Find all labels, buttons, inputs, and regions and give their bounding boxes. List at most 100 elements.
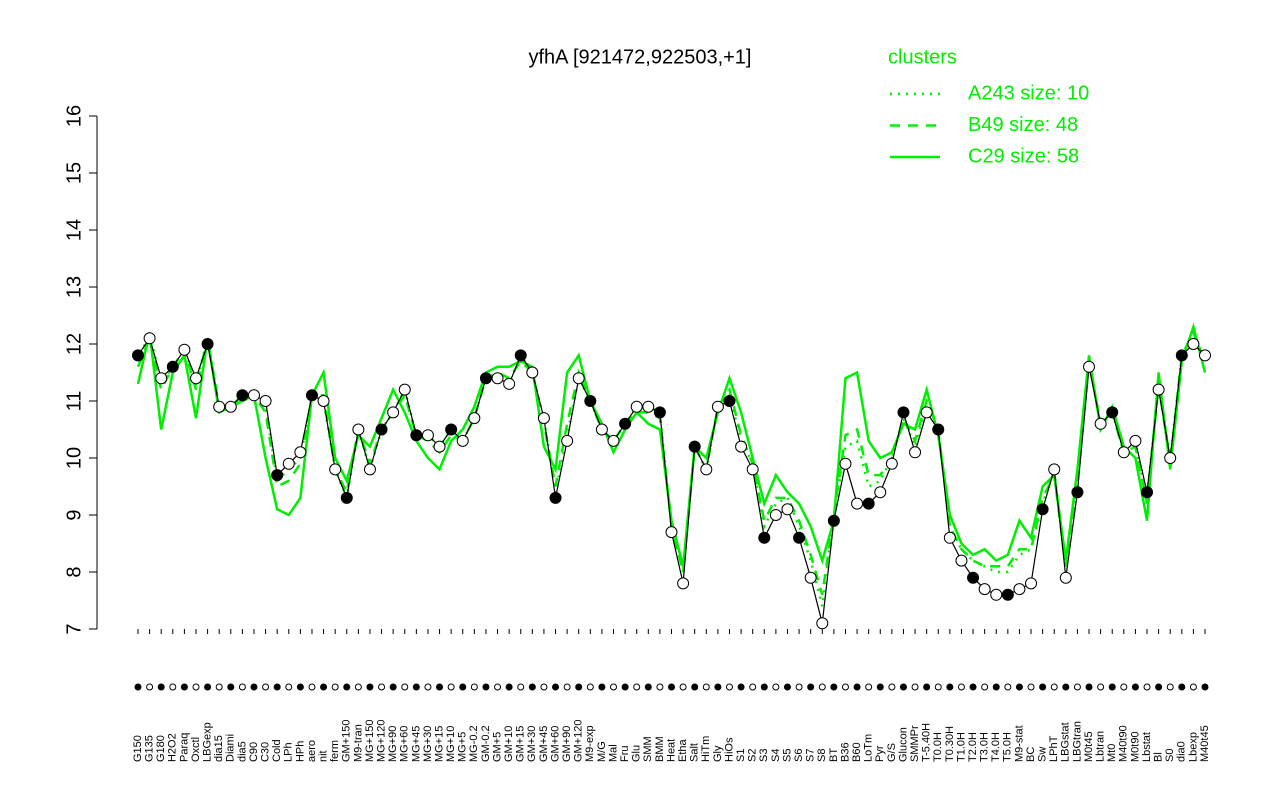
sample-dot <box>1015 683 1023 691</box>
sample-dot <box>517 683 525 691</box>
sample-dot <box>459 683 467 691</box>
x-tick-label: G135 <box>144 735 156 762</box>
sample-dot <box>1027 683 1035 691</box>
point <box>920 406 933 419</box>
legend-label: C29 size: 58 <box>968 145 1079 167</box>
x-tick-label: M9-stat <box>1013 725 1025 762</box>
x-tick-label: dia15 <box>213 735 225 762</box>
sample-dot <box>679 683 687 691</box>
y-tick-label: 15 <box>63 162 85 184</box>
sample-dot <box>934 683 942 691</box>
sample-dot <box>296 683 304 691</box>
point <box>224 400 237 413</box>
sample-dot <box>343 683 351 691</box>
point <box>282 457 295 470</box>
cluster-line <box>136 328 1207 607</box>
point <box>1048 463 1061 476</box>
sample-dot <box>157 683 165 691</box>
x-tick-label: M40t45 <box>1199 725 1211 762</box>
point <box>804 571 817 584</box>
x-tick-label: LPh <box>283 742 295 762</box>
x-tick-label: HiOs <box>723 737 735 762</box>
sample-dot <box>470 683 478 691</box>
sample-dot <box>1155 683 1163 691</box>
sample-dot <box>668 683 675 691</box>
x-tick-label: GM+10 <box>503 726 515 762</box>
sample-dot <box>737 683 745 691</box>
x-tick-label: GM+150 <box>341 720 353 763</box>
point <box>1129 434 1142 447</box>
sample-dot <box>830 683 838 691</box>
x-tick-label: Mt0 <box>1106 744 1118 762</box>
x-tick-label: MG+45 <box>410 726 422 762</box>
point <box>630 400 643 413</box>
sample-dot <box>992 683 1000 691</box>
sample-dot <box>749 683 757 691</box>
sample-dot <box>378 683 386 691</box>
sample-dot <box>227 683 235 691</box>
point <box>1117 446 1130 459</box>
sample-dot <box>354 683 362 691</box>
point <box>967 571 980 584</box>
x-tick-label: LBGtran <box>1071 721 1083 762</box>
sample-dot <box>957 683 965 691</box>
x-tick-label: Bl <box>1153 752 1165 762</box>
sample-dot <box>586 683 594 691</box>
point <box>201 338 214 350</box>
point <box>155 372 168 385</box>
sample-dot <box>818 683 826 691</box>
point <box>421 429 434 442</box>
sample-dot <box>331 683 339 691</box>
sample-dot <box>552 683 560 691</box>
point <box>398 383 411 396</box>
point <box>143 332 156 345</box>
x-tick-label: S0 <box>1164 749 1176 762</box>
sample-dot <box>366 683 374 691</box>
point <box>885 457 898 470</box>
x-tick-label: C90 <box>248 742 260 762</box>
sample-dot <box>146 683 154 691</box>
x-tick-label: dia0 <box>1176 741 1188 762</box>
sample-dot <box>447 683 455 691</box>
sample-dot <box>633 683 641 691</box>
x-tick-label: S7 <box>805 749 817 762</box>
x-tick-label: MG+90 <box>387 726 399 762</box>
x-tick-label: HiTm <box>700 736 712 762</box>
y-tick-label: 7 <box>63 623 85 634</box>
point <box>1187 338 1200 350</box>
x-tick-label: M9-exp <box>584 725 596 762</box>
point <box>549 491 562 504</box>
point <box>433 440 446 453</box>
sample-dot <box>1201 683 1209 691</box>
x-tick-label: Lbtran <box>1095 731 1107 762</box>
sample-dot <box>204 683 212 691</box>
x-tick-label: M9-tran <box>352 724 364 762</box>
sample-dot <box>783 683 791 691</box>
x-tick-label: G150 <box>132 735 144 762</box>
x-tick-label: S8 <box>816 749 828 762</box>
y-tick-label: 10 <box>63 447 85 469</box>
y-tick-label: 11 <box>63 391 85 412</box>
x-tick-label: LPhT <box>1048 735 1060 762</box>
point <box>491 372 504 385</box>
x-tick-label: SMM <box>642 736 654 762</box>
x-tick-label: G180 <box>155 735 167 762</box>
point <box>665 526 678 539</box>
point <box>375 423 388 436</box>
sample-dot <box>1085 683 1093 691</box>
point <box>688 440 701 453</box>
point <box>769 509 782 521</box>
x-tick-label: T1.0H <box>955 732 967 762</box>
point <box>746 463 759 476</box>
sample-dot <box>494 683 502 691</box>
point <box>352 423 365 436</box>
point <box>514 349 527 362</box>
x-tick-label: M/G <box>596 741 608 762</box>
point <box>340 491 353 504</box>
sample-dot <box>1073 683 1081 691</box>
x-tick-label: Pyr <box>874 745 886 762</box>
sample-dot <box>1131 683 1139 691</box>
sample-dot <box>772 683 780 691</box>
x-tick-label: B60 <box>851 742 863 762</box>
x-tick-label: GM+60 <box>549 726 561 762</box>
